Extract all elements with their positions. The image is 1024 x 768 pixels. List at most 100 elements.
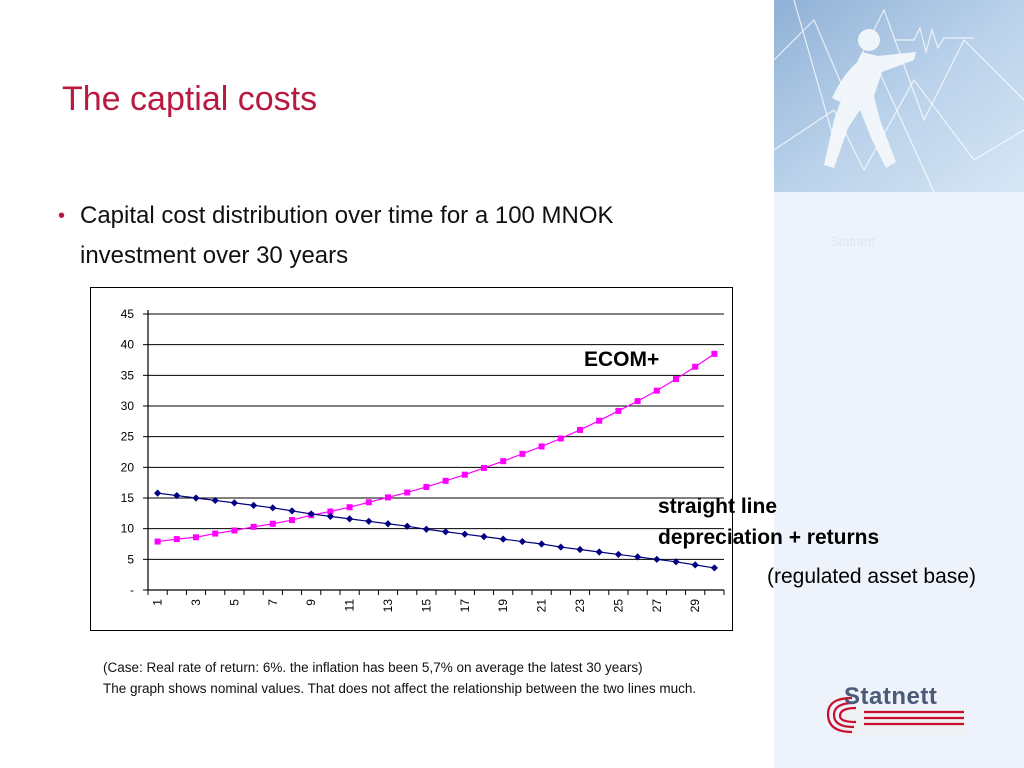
straight-line-data-point: [653, 555, 661, 563]
nominal-values-note: The graph shows nominal values. That doe…: [103, 681, 697, 696]
straight-line-data-point: [576, 545, 584, 554]
ecom-data-point: [404, 489, 411, 496]
ecom-data-point: [653, 387, 660, 394]
straight-line-data-point: [346, 515, 354, 523]
x-tick-label: 23: [573, 599, 587, 613]
ecom-data-point: [154, 538, 161, 545]
ecom-data-point: [212, 530, 219, 537]
straight-line-data-point: [480, 533, 488, 541]
x-tick-label: 21: [535, 599, 549, 613]
straight-line-data-point: [538, 540, 546, 548]
x-tick-label: 7: [266, 599, 280, 606]
y-tick-label: 30: [121, 399, 135, 413]
straight-line-data-point: [269, 504, 277, 512]
x-tick-label: 11: [343, 599, 357, 612]
bullet-text-line1: Capital cost distribution over time for …: [80, 202, 614, 229]
straight-line-data-point: [307, 510, 315, 518]
x-tick-label: 25: [611, 599, 625, 613]
straight-line-data-point: [422, 525, 430, 533]
ecom-data-point: [385, 494, 391, 501]
statnett-logo-text: Statnett: [844, 683, 938, 710]
ecom-data-point: [711, 350, 718, 357]
straight-line-data-point: [691, 561, 699, 569]
x-tick-label: 3: [189, 599, 203, 606]
x-tick-label: 17: [458, 599, 472, 613]
straight-line-data-point: [384, 520, 392, 528]
ecom-data-point: [634, 398, 641, 405]
y-tick-label: 20: [121, 460, 135, 474]
straight-line-data-point: [499, 535, 507, 543]
straight-line-data-point: [557, 543, 565, 551]
y-tick-label: 10: [121, 522, 135, 536]
straight-line-data-point: [672, 558, 680, 566]
straight-line-data-point: [365, 517, 373, 525]
straight-line-data-point: [442, 528, 450, 536]
bullet-dot-icon: •: [58, 205, 66, 227]
chart-frame: -5 10 15 20 25 30 35 40 45 1 3 5 7 9 11 13 15 17 19 21 23 25 2…: [90, 287, 733, 631]
ecom-data-point: [615, 407, 622, 414]
ecom-data-point: [577, 426, 583, 433]
ecom-data-point: [250, 523, 257, 530]
ecom-data-point: [519, 450, 526, 457]
x-tick-label: 5: [227, 599, 241, 606]
y-tick-label: -: [130, 583, 134, 597]
y-tick-label: 25: [121, 430, 135, 444]
y-tick-label: 35: [121, 368, 135, 382]
series-line-straight-line: [157, 492, 715, 569]
ecom-data-point: [365, 499, 372, 506]
ecom-data-point: [692, 363, 699, 370]
y-tick-label: 5: [127, 552, 134, 566]
decorative-side-panel: Statnett: [774, 0, 1024, 768]
straight-line-data-point: [518, 537, 526, 546]
straight-line-data-point: [634, 553, 642, 561]
ecom-data-point: [461, 471, 468, 478]
straight-line-data-point: [595, 548, 603, 556]
series-line-ecom: [157, 353, 715, 543]
bullet-point: • Capital cost distribution over time fo…: [58, 196, 758, 276]
straight-line-data-point: [192, 494, 200, 502]
ecom-data-point: [289, 517, 295, 524]
y-tick-label: 15: [121, 491, 135, 505]
straight-line-annotation-line1: straight line: [658, 495, 778, 518]
straight-line-annotation-line2: depreciation + returns: [658, 526, 880, 549]
x-tick-label: 1: [151, 599, 165, 606]
x-tick-label: 27: [650, 599, 664, 613]
x-tick-label: 13: [381, 599, 395, 613]
slide-title: The captial costs: [62, 80, 318, 118]
x-tick-label: 9: [304, 599, 318, 606]
panel-watermark: Statnett: [830, 234, 875, 249]
case-note: (Case: Real rate of return: 6%. the infl…: [103, 660, 643, 675]
statnett-logo-icon: [826, 696, 966, 736]
ecom-data-point: [269, 520, 276, 527]
straight-line-data-point: [288, 507, 296, 515]
ecom-data-point: [596, 417, 603, 424]
straight-line-data-point: [710, 564, 718, 572]
ecom-data-point: [231, 527, 238, 534]
bullet-text-line2: investment over 30 years: [80, 242, 349, 269]
ecom-data-point: [500, 458, 507, 465]
ecom-data-point: [538, 443, 545, 450]
x-tick-label: 29: [688, 599, 702, 613]
straight-line-data-point: [614, 550, 622, 559]
ecom-data-point: [673, 376, 679, 383]
straight-line-data-point: [154, 489, 162, 497]
regulated-asset-base-annotation: (regulated asset base): [767, 565, 976, 588]
ecom-data-point: [193, 534, 199, 541]
ecom-data-point: [481, 464, 487, 471]
runner-hero-image: [774, 0, 1024, 192]
straight-line-data-point: [250, 501, 258, 509]
ecom-data-point: [423, 483, 430, 490]
x-tick-label: 19: [496, 599, 510, 613]
ecom-data-point: [327, 508, 334, 515]
ecom-data-point: [173, 536, 180, 543]
ecom-series-annotation: ECOM+: [584, 348, 660, 371]
ecom-data-point: [557, 435, 564, 442]
ecom-data-point: [346, 504, 353, 511]
y-tick-label: 45: [121, 307, 135, 321]
straight-line-data-point: [461, 530, 469, 538]
y-tick-label: 40: [121, 338, 135, 352]
ecom-data-point: [442, 477, 449, 484]
straight-line-data-point: [230, 499, 238, 507]
x-tick-label: 15: [419, 599, 433, 613]
